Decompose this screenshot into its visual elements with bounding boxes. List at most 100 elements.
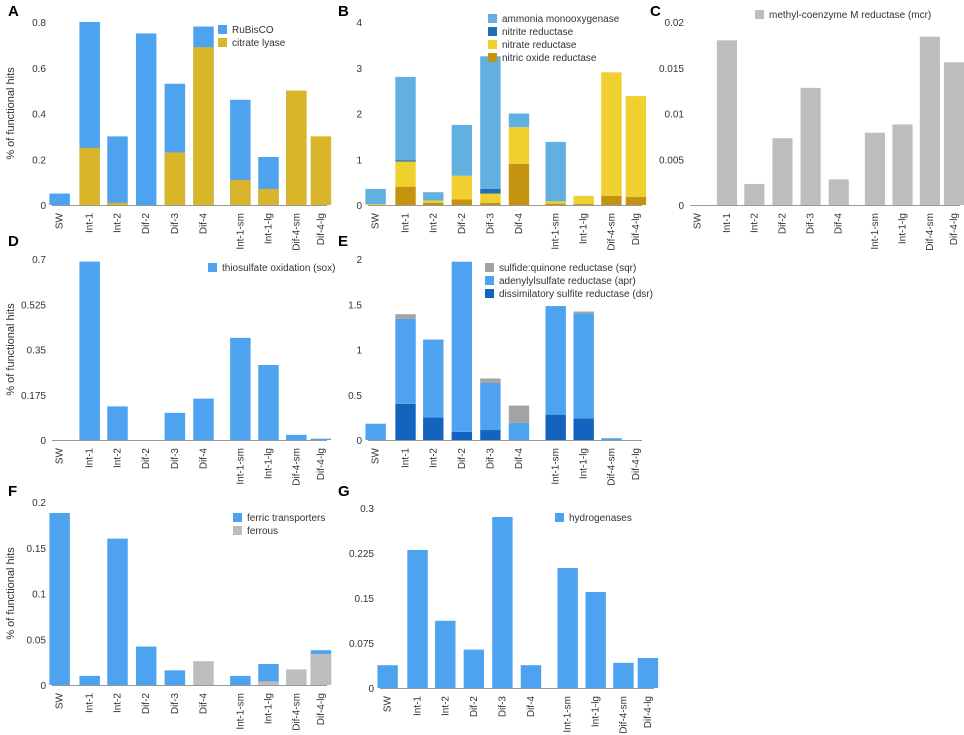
x-tick-label: SW <box>55 447 66 464</box>
x-tick-label: Dif-4 <box>514 213 525 235</box>
bar-f-0-3 <box>135 646 157 685</box>
x-tick-label: Dif-4-sm <box>606 213 617 251</box>
x-tick-label: Dif-4-sm <box>291 213 302 251</box>
bar-b-1-7 <box>573 195 594 205</box>
bar-c-0-3 <box>772 138 793 205</box>
bar-f-0-1 <box>79 675 100 685</box>
panel-letter: E <box>338 233 348 250</box>
bar-e-2-5 <box>508 405 530 423</box>
y-tick-label: 0.015 <box>659 64 684 75</box>
legend-swatch <box>233 526 242 535</box>
bar-b-1-6 <box>545 201 566 204</box>
bar-a-0-0 <box>49 193 70 205</box>
y-tick-label: 2 <box>356 110 362 121</box>
x-tick-label: Int-1 <box>401 213 412 233</box>
bar-g-0-6 <box>557 568 578 688</box>
panel-b: B 0 1 2 3 4 SW Int-1 Int-2 Dif-2 Dif-3 Dif-4 Int-1-s… <box>338 3 647 251</box>
legend-label: nitrate reductase <box>502 40 577 51</box>
x-tick-label: Dif-4-sm <box>618 696 629 734</box>
bar-f-1-5 <box>193 661 214 685</box>
x-tick-label: Int-1-sm <box>235 448 246 485</box>
x-tick-label: Int-1-lg <box>263 448 274 479</box>
bar-g-0-5 <box>520 665 542 688</box>
panel-letter: C <box>650 3 661 20</box>
bar-a-1-2 <box>107 202 128 205</box>
y-tick-label: 0 <box>356 436 362 447</box>
y-tick-label: 0 <box>40 681 46 692</box>
bar-a-1-8 <box>286 90 307 205</box>
bar-b-3-0 <box>365 188 386 205</box>
x-tick-label: Dif-3 <box>170 693 181 715</box>
bar-e-1-2 <box>423 339 444 418</box>
y-tick-label: 0.15 <box>27 544 47 555</box>
legend-label: dissimilatory sulfite reductase (dsr) <box>499 289 653 300</box>
x-tick-label: Int-1 <box>722 213 733 233</box>
bar-c-0-6 <box>864 132 885 205</box>
x-tick-label: Dif-2 <box>141 448 152 470</box>
bar-f-1-7 <box>258 681 279 685</box>
x-tick-label: Int-2 <box>113 693 124 713</box>
bar-b-1-1 <box>395 161 416 187</box>
bar-b-3-1 <box>395 76 416 161</box>
x-tick-label: SW <box>371 447 382 464</box>
bar-c-0-1 <box>716 40 738 205</box>
y-tick-label: 2 <box>356 255 362 266</box>
legend-swatch <box>485 276 494 285</box>
bar-e-1-6 <box>545 306 566 415</box>
x-tick-label: Int-1-lg <box>579 448 590 479</box>
bar-f-1-9 <box>310 653 332 685</box>
x-tick-label: SW <box>55 212 66 229</box>
bar-b-3-2 <box>423 192 444 201</box>
legend-swatch <box>485 263 494 272</box>
y-tick-label: 0.15 <box>355 594 375 605</box>
x-tick-label: Int-1-sm <box>563 696 574 733</box>
bar-e-2-1 <box>395 314 416 319</box>
legend-label: sulfide:quinone reductase (sqr) <box>499 263 636 274</box>
legend-swatch <box>233 513 242 522</box>
x-tick-label: Dif-2 <box>141 213 152 235</box>
x-tick-label: Int-1 <box>413 696 424 716</box>
y-tick-label: 1.5 <box>348 300 362 311</box>
bar-b-1-8 <box>601 72 622 196</box>
bar-b-0-5 <box>508 163 530 205</box>
x-tick-label: Dif-4-sm <box>925 213 936 251</box>
y-tick-label: 0.525 <box>21 300 46 311</box>
y-tick-label: 0 <box>678 201 684 212</box>
bar-e-1-0 <box>365 423 386 440</box>
x-tick-label: SW <box>371 212 382 229</box>
legend-label: ferric transporters <box>247 513 325 524</box>
bar-c-0-8 <box>919 36 940 205</box>
x-tick-label: Int-2 <box>428 213 439 233</box>
x-tick-label: Int-1-lg <box>263 213 274 244</box>
x-tick-label: Dif-4-lg <box>631 213 642 245</box>
x-tick-label: Dif-4-sm <box>291 448 302 486</box>
x-tick-label: Int-1 <box>85 693 96 713</box>
bar-g-0-7 <box>585 592 606 688</box>
bar-e-0-4 <box>480 430 501 440</box>
legend-label: adenylylsulfate reductase (apr) <box>499 276 636 287</box>
bar-b-0-7 <box>573 204 594 205</box>
y-tick-label: 0.3 <box>360 504 374 515</box>
y-tick-label: 0.2 <box>32 155 46 166</box>
x-tick-label: Int-1-sm <box>551 448 562 485</box>
bar-a-1-5 <box>193 47 214 205</box>
bar-b-2-4 <box>480 188 501 194</box>
bar-b-0-1 <box>395 186 416 205</box>
legend-swatch <box>488 27 497 36</box>
y-tick-label: 0.005 <box>659 155 684 166</box>
y-tick-label: 0 <box>368 684 374 695</box>
bar-b-0-9 <box>625 196 647 205</box>
y-tick-label: 0 <box>40 201 46 212</box>
x-tick-label: Int-2 <box>113 448 124 468</box>
legend-swatch <box>488 40 497 49</box>
bar-d-0-5 <box>193 398 214 440</box>
x-tick-label: Dif-4-lg <box>631 448 642 480</box>
x-tick-label: Dif-4-lg <box>316 448 327 480</box>
bar-b-3-4 <box>480 56 501 189</box>
x-tick-label: Int-2 <box>113 213 124 233</box>
bar-g-0-9 <box>637 658 659 688</box>
y-tick-label: 0.1 <box>32 590 46 601</box>
bar-c-0-7 <box>892 124 913 205</box>
bar-b-0-3 <box>451 199 473 205</box>
